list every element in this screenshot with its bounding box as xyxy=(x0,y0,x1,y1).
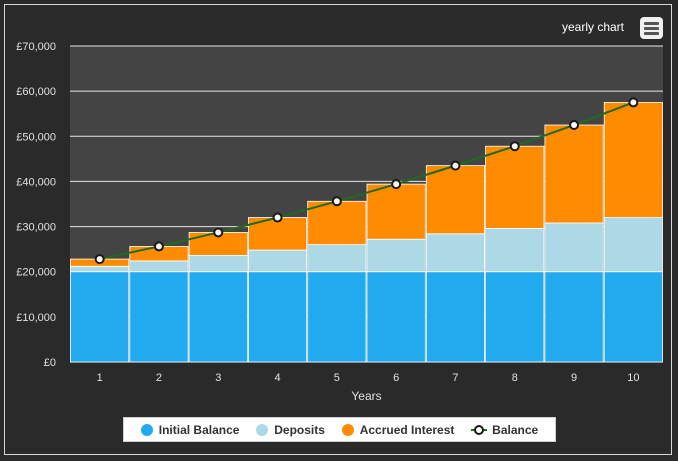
x-tick-label: 8 xyxy=(512,372,518,384)
x-tick-label: 10 xyxy=(627,372,639,384)
balance-point[interactable] xyxy=(509,141,520,152)
bar-accrued-interest[interactable] xyxy=(425,165,485,235)
legend-label: Accrued Interest xyxy=(359,422,455,437)
bar-deposits[interactable] xyxy=(603,217,663,273)
y-tick-label: £70,000 xyxy=(16,41,56,53)
x-tick-label: 5 xyxy=(334,372,340,384)
bar-deposits[interactable] xyxy=(307,244,367,273)
x-tick-label: 7 xyxy=(452,372,458,384)
bar-initial-balance[interactable] xyxy=(603,271,663,363)
x-tick-label: 4 xyxy=(274,372,280,384)
bar-accrued-interest[interactable] xyxy=(544,124,604,224)
bar-accrued-interest[interactable] xyxy=(603,102,663,218)
x-tick-label: 1 xyxy=(97,372,103,384)
chart-menu-button[interactable] xyxy=(640,17,663,39)
bar-accrued-interest[interactable] xyxy=(485,145,545,229)
bar-initial-balance[interactable] xyxy=(544,271,604,363)
balance-point[interactable] xyxy=(569,120,580,130)
bar-deposits[interactable] xyxy=(485,227,545,273)
legend: Initial Balance Deposits Accrued Interes… xyxy=(123,417,556,442)
x-tick-label: 9 xyxy=(571,372,577,384)
balance-point[interactable] xyxy=(153,241,164,252)
balance-point[interactable] xyxy=(213,227,224,238)
x-axis-tick-labels: 1 2 3 4 5 6 7 8 9 10 xyxy=(97,372,640,384)
legend-symbol-accrued-interest xyxy=(341,423,354,436)
y-axis-tick-labels: £0 £10,000 £20,000 £30,000 £40,000 £50,000 £60… xyxy=(16,41,56,369)
x-axis-title: Years xyxy=(351,389,381,403)
balance-series-line xyxy=(99,101,634,261)
bar-initial-balance[interactable] xyxy=(188,271,248,363)
bar-initial-balance[interactable] xyxy=(485,271,545,363)
bar-deposits[interactable] xyxy=(188,255,248,273)
legend-label: Deposits xyxy=(274,422,325,437)
bar-initial-balance[interactable] xyxy=(70,271,130,363)
legend-item-balance[interactable]: Balance xyxy=(471,423,538,437)
bar-accrued-interest[interactable] xyxy=(366,183,426,240)
y-tick-label: £50,000 xyxy=(16,131,56,143)
chart-title: yearly chart xyxy=(561,20,624,34)
bar-deposits[interactable] xyxy=(70,265,130,273)
bar-initial-balance[interactable] xyxy=(366,271,426,363)
bar-initial-balance[interactable] xyxy=(307,271,367,363)
legend-symbol-initial-balance xyxy=(140,423,153,436)
legend-label: Initial Balance xyxy=(158,422,240,437)
balance-point[interactable] xyxy=(331,196,342,207)
y-tick-label: £60,000 xyxy=(16,86,56,98)
x-tick-label: 6 xyxy=(393,372,399,384)
chart-frame xyxy=(4,4,672,455)
legend-item-initial-balance[interactable]: Initial Balance xyxy=(140,422,240,437)
bar-initial-balance[interactable] xyxy=(425,271,485,363)
legend-item-deposits[interactable]: Deposits xyxy=(256,423,325,437)
hamburger-menu-icon xyxy=(644,22,659,25)
legend-label: Balance xyxy=(492,422,539,437)
bar-deposits[interactable] xyxy=(129,260,189,273)
x-tick-label: 3 xyxy=(215,372,221,384)
balance-point[interactable] xyxy=(391,179,402,190)
bar-initial-balance[interactable] xyxy=(247,271,308,363)
bar-initial-balance[interactable] xyxy=(129,271,189,363)
balance-point[interactable] xyxy=(94,254,105,265)
legend-symbol-deposits xyxy=(256,423,269,436)
balance-point[interactable] xyxy=(628,97,639,108)
balance-line xyxy=(94,97,639,265)
bar-deposits[interactable] xyxy=(425,233,485,273)
y-tick-label: £30,000 xyxy=(16,222,56,234)
legend-symbol-balance xyxy=(471,424,488,436)
x-tick-label: 2 xyxy=(156,372,162,384)
y-tick-label: £20,000 xyxy=(16,267,56,279)
bar-deposits[interactable] xyxy=(247,249,308,273)
y-tick-label: £0 xyxy=(44,357,56,369)
bar-deposits[interactable] xyxy=(544,222,604,273)
balance-point[interactable] xyxy=(450,160,461,171)
y-tick-label: £10,000 xyxy=(16,312,56,324)
bar-deposits[interactable] xyxy=(366,238,426,273)
bar-accrued-interest[interactable] xyxy=(307,200,367,246)
y-tick-label: £40,000 xyxy=(16,176,56,188)
legend-item-accrued-interest[interactable]: Accrued Interest xyxy=(341,422,455,437)
balance-point[interactable] xyxy=(272,212,283,223)
